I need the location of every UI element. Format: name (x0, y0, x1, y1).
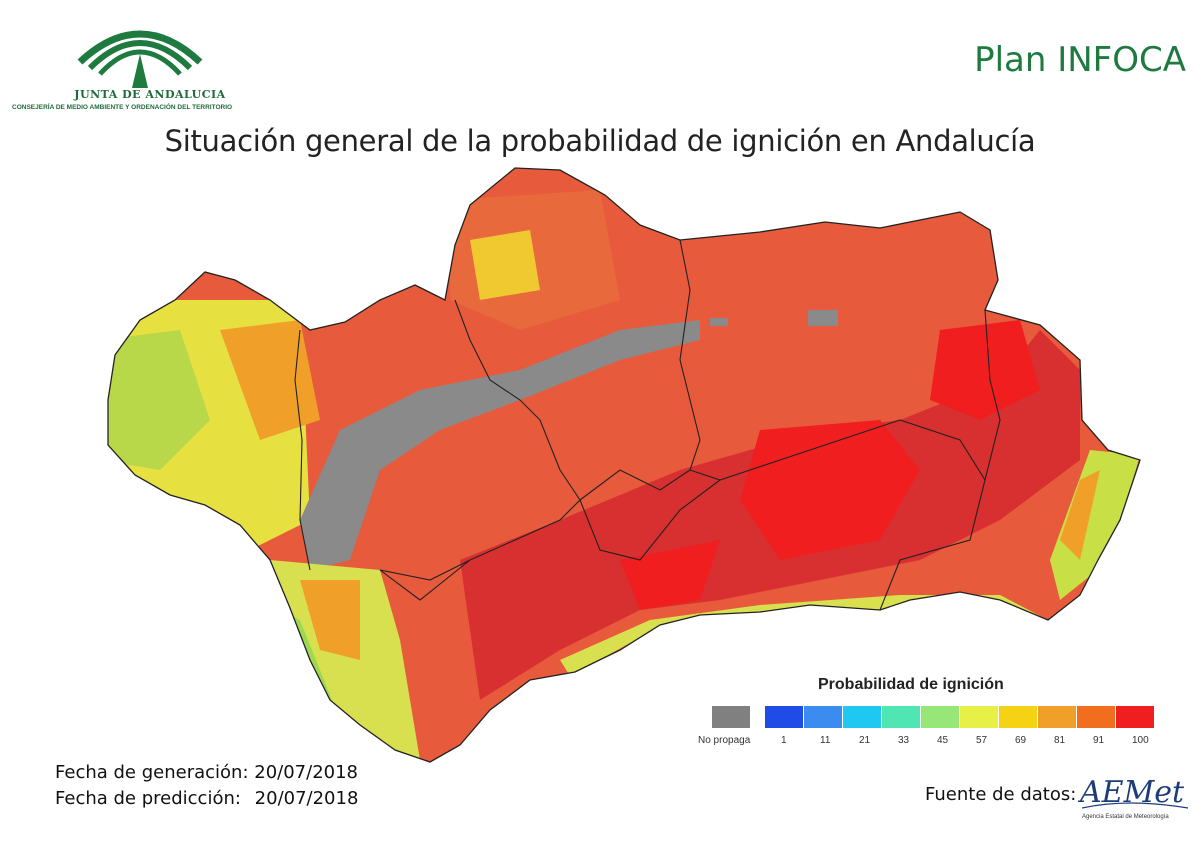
huelva-orange-zone (220, 320, 320, 440)
huelva-coastal-zone (108, 330, 210, 470)
jaen-east-peak-zone (930, 320, 1040, 420)
border-huelva-sevilla (294, 329, 311, 571)
org-subtitle: CONSEJERÍA DE MEDIO AMBIENTE Y ORDENACIÓ… (12, 104, 233, 111)
page-title: Situación general de la probabilidad de … (164, 124, 1036, 158)
legend-label-33: 33 (898, 735, 910, 746)
prediction-date: 20/07/2018 (254, 788, 359, 809)
no-propaga-speck (930, 600, 975, 612)
generation-date-row: Fecha de generación: 20/07/2018 (55, 762, 358, 783)
cadiz-zone (270, 560, 420, 760)
legend-label-45: 45 (937, 735, 949, 746)
no-propaga-speck (710, 318, 728, 326)
plan-infoca-label: Plan INFOCA (974, 40, 1186, 80)
legend-swatch-100 (1116, 706, 1154, 728)
border-sevilla-cordoba-malaga (379, 299, 581, 581)
legend-title: Probabilidad de ignición (818, 676, 1004, 693)
almeria-orange-zone (1060, 470, 1100, 560)
legend-swatch-45 (921, 706, 959, 728)
legend-label-69: 69 (1015, 735, 1027, 746)
legend-label-11: 11 (820, 735, 831, 746)
legend-label-100: 100 (1132, 735, 1149, 746)
legend-label-21: 21 (859, 735, 871, 746)
malaga-peak-zone (620, 540, 720, 610)
almeria-coast-zone (1050, 450, 1140, 600)
legend-swatch-81 (1038, 706, 1076, 728)
legend-label-no-propaga: No propaga (698, 735, 751, 746)
cordoba-yellow-zone (470, 230, 540, 300)
granada-peak-zone (740, 420, 920, 560)
guadalquivir-no-propaga (300, 320, 700, 570)
aemet-logo-text: AEMet (1078, 775, 1185, 810)
andalucia-ignition-map (107, 167, 1141, 763)
legend-swatch-21 (843, 706, 881, 728)
prediction-label: Fecha de predicción: (55, 788, 241, 809)
border-granada-almeria (984, 309, 1001, 481)
province-borders (294, 239, 1001, 611)
legend-label-91: 91 (1093, 735, 1105, 746)
junta-de-andalucia-logo (77, 30, 203, 88)
data-source-label: Fuente de datos: (925, 784, 1077, 805)
aemet-logo: AEMet (1078, 775, 1189, 810)
legend-label-1: 1 (781, 735, 787, 746)
aemet-subtitle: Agencia Estatal de Meteorología (1082, 814, 1169, 820)
border-malaga-granada (579, 479, 721, 561)
legend-swatch-69 (999, 706, 1037, 728)
legend-swatch-57 (960, 706, 998, 728)
org-name: JUNTA DE ANDALUCIA (74, 88, 226, 101)
legend-label-81: 81 (1054, 735, 1066, 746)
generation-label: Fecha de generación: (55, 762, 249, 783)
prediction-date-row: Fecha de predicción: 20/07/2018 (55, 788, 358, 809)
legend-swatch-no-propaga (712, 706, 750, 728)
border-cadiz-malaga (379, 559, 471, 601)
legend-swatch-91 (1077, 706, 1115, 728)
legend-swatch-1 (765, 706, 803, 728)
border-jaen-granada (689, 419, 986, 611)
legend-swatch-11 (804, 706, 842, 728)
cadiz-orange-zone (300, 580, 360, 660)
border-cordoba-jaen (579, 239, 701, 501)
legend-swatch-33 (882, 706, 920, 728)
generation-date: 20/07/2018 (254, 762, 359, 783)
legend-label-57: 57 (976, 735, 988, 746)
no-propaga-speck (808, 310, 838, 326)
